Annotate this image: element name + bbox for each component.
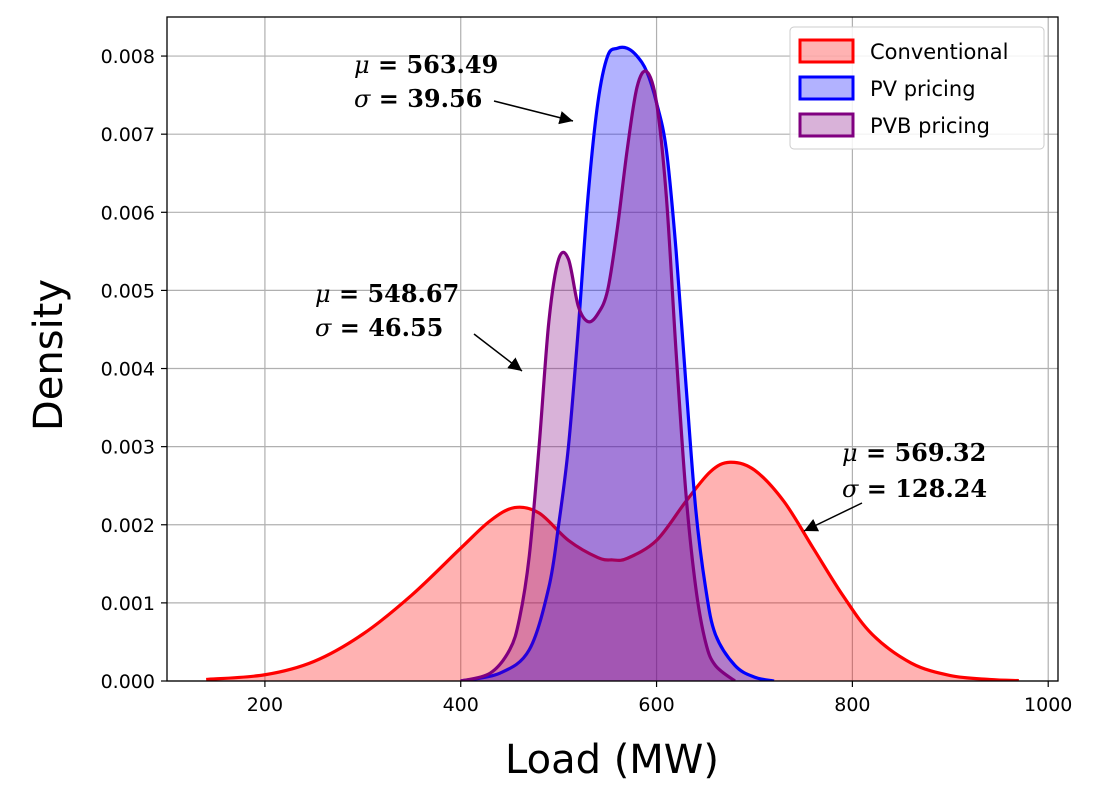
series-group — [206, 45, 1019, 681]
y-tick-label: 0.001 — [101, 593, 155, 615]
legend: Conventional PV pricing PVB pricing — [789, 26, 1045, 150]
legend-swatch-pvb-pricing — [798, 112, 855, 138]
x-tick-label: 400 — [443, 694, 479, 716]
x-tick-label: 200 — [247, 694, 283, 716]
annotation-conventional: μ = 569.32 σ = 128.24 — [803, 438, 987, 532]
y-tick-label: 0.003 — [101, 437, 155, 459]
y-tick-label: 0.004 — [101, 359, 155, 381]
x-tick-label: 600 — [638, 694, 674, 716]
annotation-conventional-arrow — [803, 502, 863, 532]
y-tick-label: 0.000 — [101, 671, 155, 693]
y-tick-label: 0.008 — [101, 46, 155, 68]
annotation-pv-arrow — [493, 100, 574, 125]
legend-label-conventional: Conventional — [870, 40, 1008, 64]
annotation-conventional-mu: μ = 569.32 — [842, 438, 986, 467]
legend-label-pv-pricing: PV pricing — [870, 77, 976, 101]
annotation-pv-sigma: σ = 39.56 — [354, 84, 482, 113]
x-axis-ticks: 200 400 600 800 1000 — [247, 681, 1072, 716]
annotation-pvb-sigma: σ = 46.55 — [315, 313, 443, 342]
series-area-pvb-pricing — [460, 71, 735, 681]
y-axis-ticks: 0.000 0.001 0.002 0.003 0.004 0.005 0.006 0.007… — [101, 46, 167, 693]
x-tick-label: 800 — [834, 694, 870, 716]
plot-frame — [166, 16, 1059, 682]
y-axis-label: Density — [26, 279, 72, 431]
annotation-conventional-sigma: σ = 128.24 — [842, 474, 987, 503]
annotation-pv: μ = 563.49 σ = 39.56 — [354, 50, 574, 125]
series-line-conventional — [206, 460, 1019, 681]
y-tick-label: 0.007 — [101, 124, 155, 146]
legend-swatch-conventional — [798, 38, 855, 64]
legend-label-pvb-pricing: PVB pricing — [870, 114, 990, 138]
series-line-pv-pricing — [460, 45, 775, 681]
annotation-pvb: μ = 548.67 σ = 46.55 — [315, 279, 523, 372]
x-axis-label: Load (MW) — [505, 737, 719, 783]
legend-swatch-pv-pricing — [798, 75, 855, 101]
series-area-conventional — [206, 462, 1019, 681]
annotation-pvb-mu: μ = 548.67 — [315, 279, 459, 308]
series-line-pvb-pricing — [460, 69, 736, 681]
annotation-pvb-arrow — [473, 333, 523, 372]
y-tick-label: 0.006 — [101, 202, 155, 224]
y-tick-label: 0.005 — [101, 280, 155, 302]
annotation-pv-mu: μ = 563.49 — [354, 50, 498, 79]
x-tick-label: 1000 — [1024, 694, 1072, 716]
y-tick-label: 0.002 — [101, 515, 155, 537]
